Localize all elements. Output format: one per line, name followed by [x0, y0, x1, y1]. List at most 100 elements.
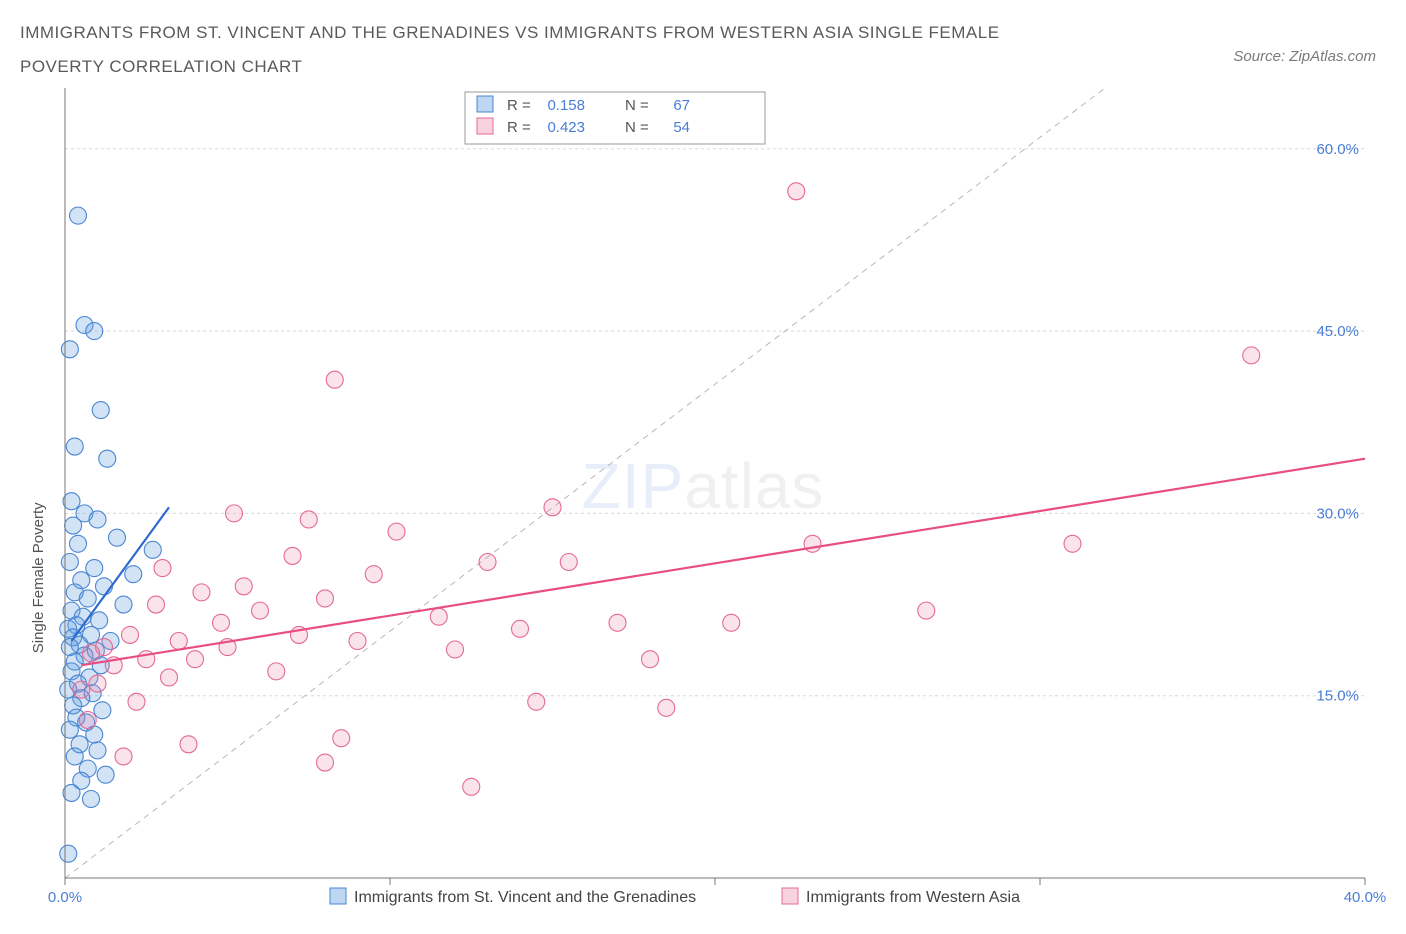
data-point [326, 371, 343, 388]
chart-container: ZIPatlas 15.0%30.0%45.0%60.0%0.0%40.0%Si… [20, 88, 1386, 918]
reference-diagonal [65, 88, 1105, 878]
data-point [804, 535, 821, 552]
data-point [388, 523, 405, 540]
data-point [125, 566, 142, 583]
series-legend-label: Immigrants from Western Asia [806, 889, 1020, 906]
legend-n-label: N = [625, 119, 649, 136]
y-tick-label: 15.0% [1316, 688, 1359, 705]
x-tick-label: 0.0% [48, 889, 82, 906]
data-point [61, 554, 78, 571]
data-point [65, 517, 82, 534]
data-point [148, 596, 165, 613]
data-point [83, 645, 100, 662]
data-point [115, 596, 132, 613]
data-point [122, 626, 139, 643]
legend-r-value: 0.423 [547, 119, 585, 136]
legend-r-label: R = [507, 97, 531, 114]
data-point [365, 566, 382, 583]
data-point [70, 535, 87, 552]
data-point [94, 702, 111, 719]
data-point [63, 784, 80, 801]
data-point [86, 323, 103, 340]
data-point [115, 748, 132, 765]
data-point [61, 341, 78, 358]
data-point [512, 620, 529, 637]
data-point [83, 791, 100, 808]
y-axis-label: Single Female Poverty [30, 502, 47, 653]
data-point [642, 651, 659, 668]
data-point [187, 651, 204, 668]
data-point [560, 554, 577, 571]
data-point [226, 505, 243, 522]
data-point [109, 529, 126, 546]
data-point [213, 614, 230, 631]
data-point [89, 675, 106, 692]
data-point [89, 742, 106, 759]
data-point [128, 693, 145, 710]
data-point [86, 560, 103, 577]
data-point [447, 641, 464, 658]
y-tick-label: 30.0% [1316, 505, 1359, 522]
data-point [609, 614, 626, 631]
data-point [89, 511, 106, 528]
data-point [63, 493, 80, 510]
data-point [788, 183, 805, 200]
data-point [97, 766, 114, 783]
source-name: ZipAtlas.com [1289, 48, 1376, 65]
data-point [161, 669, 178, 686]
legend-n-label: N = [625, 97, 649, 114]
x-tick-label: 40.0% [1344, 889, 1386, 906]
chart-header: IMMIGRANTS FROM ST. VINCENT AND THE GREN… [20, 16, 1386, 84]
data-point [300, 511, 317, 528]
legend-n-value: 67 [673, 97, 690, 114]
data-point [723, 614, 740, 631]
y-tick-label: 45.0% [1316, 323, 1359, 340]
data-point [918, 602, 935, 619]
data-point [79, 712, 96, 729]
data-point [170, 633, 187, 650]
series-legend-label: Immigrants from St. Vincent and the Gren… [354, 889, 696, 906]
legend-swatch [477, 118, 493, 134]
y-tick-label: 60.0% [1316, 141, 1359, 158]
data-point [66, 438, 83, 455]
data-point [430, 608, 447, 625]
data-point [1064, 535, 1081, 552]
legend-swatch [782, 888, 798, 904]
legend-swatch [477, 96, 493, 112]
data-point [1243, 347, 1260, 364]
data-point [349, 633, 366, 650]
data-point [252, 602, 269, 619]
data-point [96, 578, 113, 595]
data-point [79, 590, 96, 607]
data-point [154, 560, 171, 577]
trend-line [81, 459, 1365, 666]
chart-title: IMMIGRANTS FROM ST. VINCENT AND THE GREN… [20, 16, 1070, 84]
data-point [73, 681, 90, 698]
data-point [317, 590, 334, 607]
data-point [60, 845, 77, 862]
data-point [268, 663, 285, 680]
legend-n-value: 54 [673, 119, 690, 136]
data-point [463, 778, 480, 795]
scatter-chart: 15.0% 30.0% 45.0% 60.0% 0.0% 40.0% Single Fema… [20, 88, 1386, 918]
data-point [180, 736, 197, 753]
data-point [92, 402, 109, 419]
data-point [284, 547, 301, 564]
legend-r-value: 0.158 [547, 97, 585, 114]
source-attribution: Source: ZipAtlas.com [1233, 48, 1376, 65]
data-point [479, 554, 496, 571]
data-point [235, 578, 252, 595]
data-point [544, 499, 561, 516]
legend-swatch [330, 888, 346, 904]
legend-r-label: R = [507, 119, 531, 136]
data-point [70, 207, 87, 224]
data-point [658, 699, 675, 716]
data-point [333, 730, 350, 747]
data-point [144, 541, 161, 558]
data-point [66, 748, 83, 765]
data-point [193, 584, 210, 601]
data-point [317, 754, 334, 771]
data-point [61, 721, 78, 738]
source-prefix: Source: [1233, 48, 1289, 65]
data-point [528, 693, 545, 710]
